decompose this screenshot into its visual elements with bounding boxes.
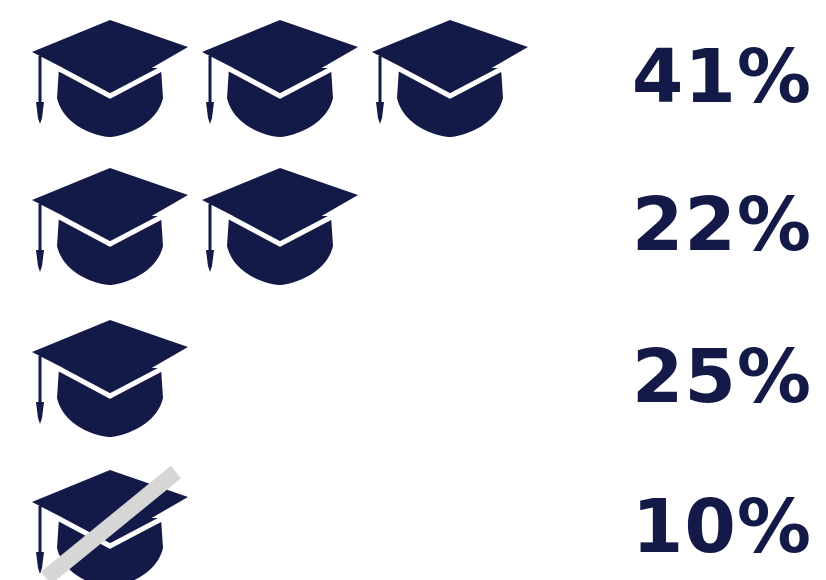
graduation-cap-icon xyxy=(202,168,358,285)
percent-label: 10% xyxy=(631,484,812,570)
percent-label: 25% xyxy=(631,334,812,420)
graduation-cap-icon xyxy=(32,168,188,285)
strike-through-line xyxy=(40,465,182,580)
graduation-cap-icon xyxy=(32,20,188,137)
graduation-cap-icon xyxy=(32,320,188,437)
percent-label: 41% xyxy=(631,34,812,120)
graduation-cap-icon xyxy=(202,20,358,137)
graduation-cap-icon xyxy=(372,20,528,137)
percent-label: 22% xyxy=(631,182,812,268)
